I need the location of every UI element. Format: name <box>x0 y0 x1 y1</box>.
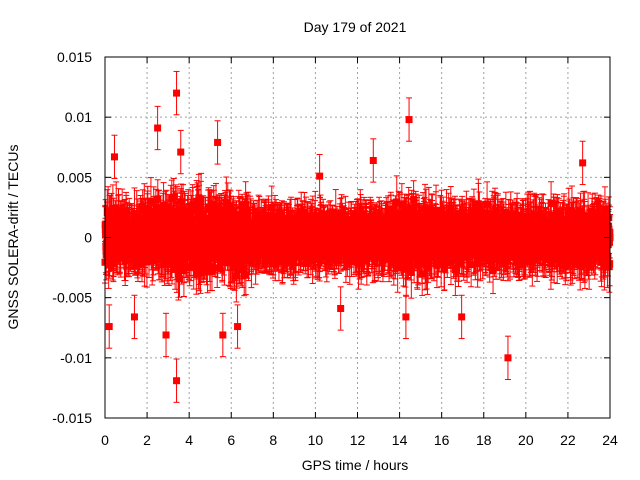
x-tick-label: 8 <box>269 432 277 448</box>
data-point <box>130 294 138 340</box>
y-tick-label: 0.01 <box>65 109 92 125</box>
data-point <box>110 134 118 180</box>
x-tick-label: 4 <box>185 432 193 448</box>
data-point <box>504 335 512 380</box>
data-point <box>173 70 181 116</box>
data-point <box>177 129 185 175</box>
data-series <box>101 70 614 403</box>
x-tick-label: 22 <box>560 432 576 448</box>
x-tick-label: 6 <box>227 432 235 448</box>
data-point <box>369 138 377 183</box>
data-point <box>214 120 222 165</box>
x-tick-label: 2 <box>143 432 151 448</box>
data-point <box>105 304 113 349</box>
data-point <box>337 286 345 331</box>
x-tick-label: 24 <box>602 432 618 448</box>
y-tick-label: 0.015 <box>57 49 92 65</box>
data-point <box>579 140 587 186</box>
x-tick-label: 10 <box>308 432 324 448</box>
y-tick-label: -0.005 <box>52 290 92 306</box>
data-point <box>219 312 227 358</box>
x-tick-label: 16 <box>434 432 450 448</box>
y-tick-label: -0.01 <box>60 350 92 366</box>
data-point <box>402 294 410 340</box>
y-tick-label: 0 <box>84 230 92 246</box>
x-tick-label: 14 <box>392 432 408 448</box>
x-tick-label: 20 <box>518 432 534 448</box>
data-point <box>405 97 413 142</box>
y-tick-label: -0.015 <box>52 410 92 426</box>
data-point <box>234 304 242 349</box>
x-tick-label: 0 <box>101 432 109 448</box>
data-point <box>173 358 181 403</box>
data-point <box>162 312 170 358</box>
y-axis-label: GNSS SOLERA-drift / TECUs <box>5 145 21 330</box>
data-point <box>154 105 162 151</box>
y-tick-label: 0.005 <box>57 169 92 185</box>
x-axis-label: GPS time / hours <box>302 457 409 473</box>
chart-title: Day 179 of 2021 <box>304 19 407 35</box>
x-tick-label: 18 <box>476 432 492 448</box>
x-tick-label: 12 <box>350 432 366 448</box>
data-point <box>458 294 466 340</box>
